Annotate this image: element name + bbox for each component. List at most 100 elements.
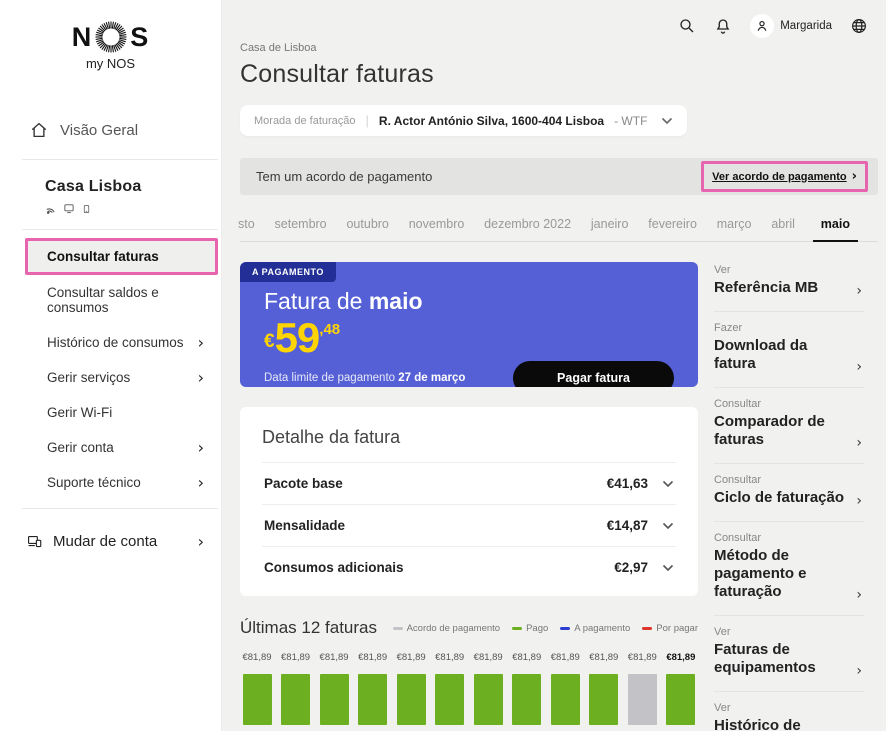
quick-link-3[interactable]: Consultar Ciclo de faturação ›	[714, 464, 864, 522]
logo-letter-n: N	[71, 21, 93, 52]
user-icon	[757, 20, 767, 31]
bar-out[interactable]: €81,89out	[394, 652, 428, 731]
chevron-down-icon[interactable]	[662, 480, 674, 488]
divider	[22, 159, 218, 160]
tab-setembro[interactable]: setembro	[274, 217, 327, 231]
user-account-button[interactable]: Margarida	[750, 14, 832, 38]
sidebar-item-label: Gerir Wi-Fi	[47, 405, 113, 420]
divider	[22, 508, 218, 509]
separator: |	[365, 113, 369, 128]
bar-rect	[396, 674, 426, 725]
detail-row-value: €14,87	[606, 518, 648, 533]
bar-nov[interactable]: €81,89nov	[433, 652, 467, 731]
logo-letter-s: S	[130, 21, 150, 52]
bar-value-label: €81,89	[512, 652, 542, 663]
sidebar-item-label: Visão Geral	[60, 121, 139, 139]
tab-dezembro-2022[interactable]: dezembro 2022	[484, 217, 572, 231]
view-payment-agreement-link[interactable]: Ver acordo de pagamento	[712, 170, 847, 183]
bell-icon[interactable]	[714, 17, 732, 35]
sidebar-item-5[interactable]: Gerir conta ›	[25, 430, 218, 465]
tab-fevereiro[interactable]: fevereiro	[648, 217, 697, 231]
amount-decimal: ,48	[319, 321, 341, 338]
bar-jul[interactable]: €81,89jul	[279, 652, 313, 731]
devices-icon	[28, 535, 42, 548]
bar-rect	[319, 674, 349, 725]
bar-value-label: €81,89	[550, 652, 580, 663]
quick-link-5[interactable]: Ver Faturas de equipamentos ›	[714, 616, 864, 692]
sidebar-item-mudar-de-conta[interactable]: Mudar de conta ›	[26, 523, 218, 560]
sidebar-account[interactable]: Casa Lisboa	[0, 168, 221, 221]
banner-text: Tem um acordo de pagamento	[256, 169, 433, 184]
legend-swatch	[560, 626, 571, 630]
page-title: Consultar faturas	[240, 60, 434, 88]
bar-jun[interactable]: €81,89jun	[240, 652, 274, 731]
tv-icon	[64, 204, 74, 214]
address-suffix: - WTF	[614, 113, 648, 128]
sidebar-nav: Visão Geral Casa Lisboa Co	[0, 111, 221, 560]
tab-abril[interactable]: abril	[771, 217, 795, 231]
detail-title: Detalhe da fatura	[262, 427, 676, 463]
billing-address-selector[interactable]: Morada de faturação | R. Actor António S…	[240, 105, 688, 136]
chevron-right-icon: ›	[197, 532, 204, 551]
address-value: R. Actor António Silva, 1600-404 Lisboa	[378, 113, 605, 128]
sidebar-item-6[interactable]: Suporte técnico ›	[25, 465, 218, 500]
quick-link-2[interactable]: Consultar Comparador de faturas ›	[714, 388, 864, 464]
search-icon[interactable]	[678, 17, 696, 35]
pay-invoice-button[interactable]: Pagar fatura	[513, 361, 674, 387]
chevron-down-icon[interactable]	[662, 564, 674, 572]
language-globe-icon[interactable]	[850, 17, 868, 35]
quick-links-column: Ver Referência MB › Fazer Download da fatura…	[714, 262, 878, 731]
address-label: Morada de faturação	[254, 114, 356, 127]
bar-value-label: €81,89	[396, 652, 426, 663]
sidebar-item-1[interactable]: Consultar saldos e consumos	[25, 275, 218, 325]
tab-novembro[interactable]: novembro	[408, 217, 465, 231]
sidebar-item-4[interactable]: Gerir Wi-Fi	[25, 395, 218, 430]
quick-link-0[interactable]: Ver Referência MB ›	[714, 262, 864, 312]
nos-logo[interactable]: N S my NOS	[0, 0, 221, 71]
quick-link-action: Consultar	[714, 398, 762, 410]
bar-abri[interactable]: €81,89abri	[625, 652, 659, 731]
bar-fev[interactable]: €81,89fev	[548, 652, 582, 731]
tab-sto[interactable]: sto	[238, 217, 255, 231]
internet-wifi-icon	[46, 208, 55, 214]
sidebar-item-0[interactable]: Consultar faturas	[25, 238, 218, 275]
legend-item-acordo: Acordo de pagamento	[392, 623, 500, 634]
tab-março[interactable]: março	[716, 217, 752, 231]
tab-outubro[interactable]: outubro	[346, 217, 389, 231]
sidebar-item-label: Mudar de conta	[53, 533, 158, 550]
detail-row-value: €2,97	[614, 560, 648, 575]
sidebar-item-3[interactable]: Gerir serviços ›	[25, 360, 218, 395]
due-label: Data limite de pagamento	[264, 372, 396, 384]
bar-set[interactable]: €81,89set	[356, 652, 390, 731]
tab-maio[interactable]: maio	[812, 211, 858, 242]
detail-row-2[interactable]: Consumos adicionais €2,97	[262, 547, 676, 588]
bar-mar[interactable]: €81,89mar	[587, 652, 621, 731]
bar-ago[interactable]: €81,89ago	[317, 652, 351, 731]
sidebar-item-2[interactable]: Histórico de consumos ›	[25, 325, 218, 360]
bar-jan[interactable]: €81,89jan	[510, 652, 544, 731]
detail-row-0[interactable]: Pacote base €41,63	[262, 463, 676, 505]
bar-rect	[435, 674, 465, 725]
quick-link-1[interactable]: Fazer Download da fatura ›	[714, 312, 864, 388]
bar-rect	[358, 674, 388, 725]
chevron-right-icon: ›	[856, 663, 862, 679]
detail-row-1[interactable]: Mensalidade €14,87	[262, 505, 676, 547]
invoice-title: Fatura de maio	[264, 288, 674, 315]
content-columns: A PAGAMENTO Fatura de maio € 59 ,48 Data…	[240, 262, 878, 731]
bar-dez[interactable]: €81,89dez	[471, 652, 505, 731]
annotation-highlight-box[interactable]: Ver acordo de pagamento ›	[701, 161, 868, 192]
left-column: A PAGAMENTO Fatura de maio € 59 ,48 Data…	[240, 262, 698, 731]
legend-label: A pagamento	[574, 622, 631, 634]
quick-link-4[interactable]: Consultar Método de pagamento e faturação…	[714, 522, 864, 616]
sidebar-item-label: Consultar faturas	[47, 249, 159, 264]
status-badge: A PAGAMENTO	[240, 262, 336, 282]
chevron-down-icon[interactable]	[662, 522, 674, 530]
tab-janeiro[interactable]: janeiro	[590, 217, 629, 231]
bar-mai[interactable]: €81,89mai	[664, 652, 698, 731]
bar-value-label: €81,89	[666, 652, 696, 663]
sidebar-item-visao-geral[interactable]: Visão Geral	[0, 111, 221, 151]
chart-legend: Acordo de pagamento Pago A pagamento Por pa…	[392, 622, 698, 634]
breadcrumb[interactable]: Casa de Lisboa	[240, 42, 317, 54]
account-service-icons	[45, 203, 221, 215]
